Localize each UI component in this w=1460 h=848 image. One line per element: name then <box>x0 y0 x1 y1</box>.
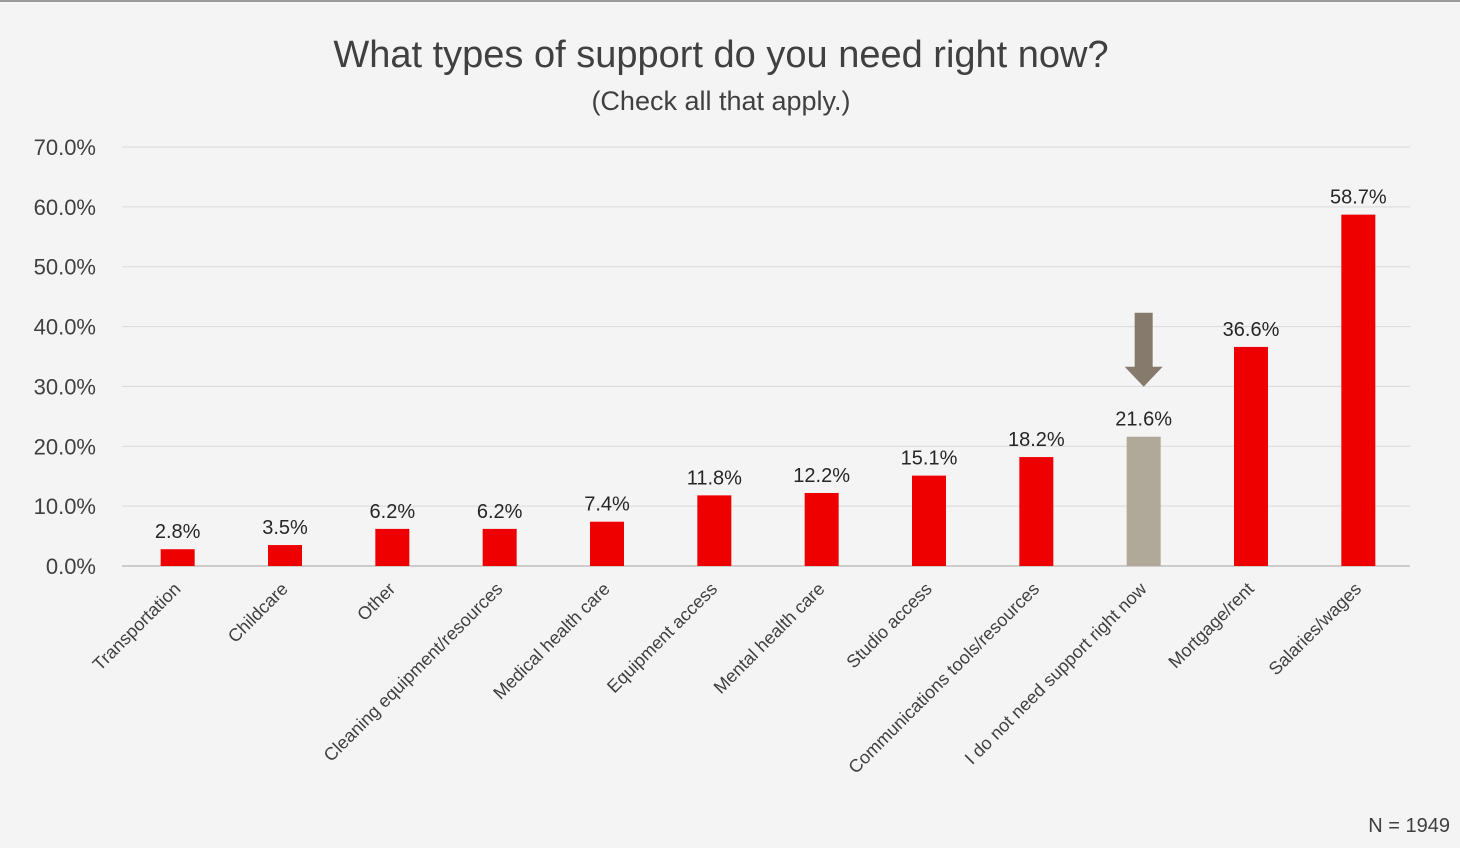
bar <box>160 549 195 566</box>
category-label: Transportation <box>89 579 185 675</box>
data-label: 18.2% <box>1008 429 1065 451</box>
data-label: 6.2% <box>477 501 523 523</box>
data-label: 12.2% <box>793 465 850 487</box>
top-border <box>0 0 1460 2</box>
bar <box>697 495 732 566</box>
category-label: Cleaning equipment/resources <box>320 579 507 766</box>
data-label: 6.2% <box>370 501 416 523</box>
annotations <box>1124 312 1163 387</box>
bar <box>912 475 946 566</box>
data-label: 15.1% <box>901 448 958 470</box>
bar <box>268 545 302 566</box>
category-label: Other <box>353 579 399 625</box>
data-label: 21.6% <box>1115 409 1172 431</box>
category-label: Equipment access <box>603 579 721 697</box>
category-label: Childcare <box>224 579 292 647</box>
data-label: 3.5% <box>262 517 308 539</box>
bar <box>1126 436 1161 566</box>
bar <box>375 528 410 566</box>
sample-size-note: N = 1949 <box>1368 815 1450 837</box>
y-tick-label: 50.0% <box>34 255 96 280</box>
data-labels: 2.8% 3.5% 6.2% 6.2% 7.4% 11.8% 12.2% 15.1% 18.2%… <box>155 187 1387 544</box>
bar <box>804 492 839 566</box>
bar <box>1019 457 1054 566</box>
y-tick-label: 10.0% <box>34 494 96 519</box>
data-label: 7.4% <box>584 494 630 516</box>
bar <box>1234 346 1268 566</box>
gridlines <box>122 146 1410 567</box>
down-arrow-icon <box>1124 312 1163 387</box>
y-tick-label: 70.0% <box>34 135 96 160</box>
bar <box>482 528 517 566</box>
y-tick-label: 0.0% <box>46 554 96 579</box>
y-axis-ticks: 0.0% 10.0% 20.0% 30.0% 40.0% 50.0% 60.0% 70.0% <box>34 135 96 579</box>
data-label: 2.8% <box>155 521 201 543</box>
category-label: Salaries/wages <box>1265 579 1365 679</box>
bar <box>1341 214 1376 567</box>
y-tick-label: 30.0% <box>34 374 96 399</box>
data-label: 58.7% <box>1330 187 1387 209</box>
category-label: Communications tools/resources <box>844 579 1043 778</box>
data-label: 11.8% <box>687 467 742 489</box>
category-label: Mortgage/rent <box>1164 579 1257 672</box>
chart-title: What types of support do you need right … <box>333 34 1109 76</box>
category-label: I do not need support right now <box>961 578 1151 768</box>
y-tick-label: 40.0% <box>34 315 96 340</box>
y-tick-label: 60.0% <box>34 195 96 220</box>
bars <box>160 214 1376 567</box>
y-tick-label: 20.0% <box>34 434 96 459</box>
category-label: Medical health care <box>489 579 614 704</box>
chart-subtitle: (Check all that apply.) <box>591 86 851 116</box>
category-label: Studio access <box>842 579 935 672</box>
category-label: Mental health care <box>710 579 829 698</box>
data-label: 36.6% <box>1223 319 1280 341</box>
bar <box>590 521 624 566</box>
